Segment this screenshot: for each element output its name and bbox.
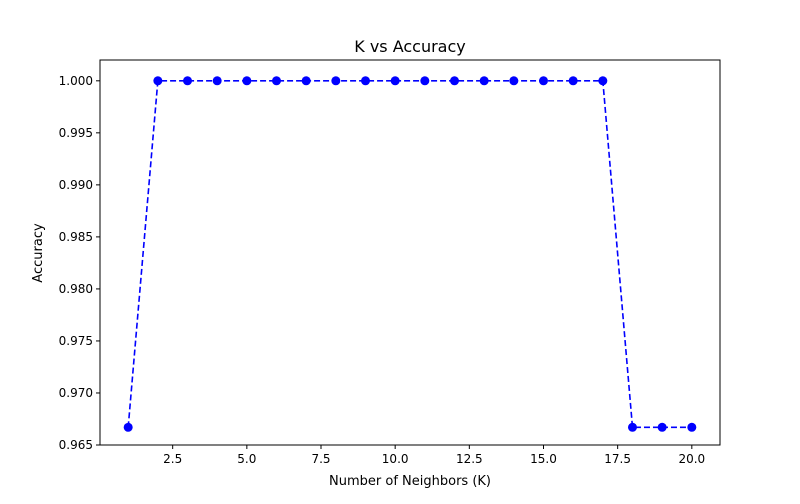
data-point bbox=[390, 76, 400, 86]
chart-title: K vs Accuracy bbox=[354, 37, 466, 56]
series-line bbox=[127, 80, 692, 429]
data-point bbox=[212, 76, 222, 86]
data-point bbox=[627, 422, 637, 432]
y-tick-label: 1.000 bbox=[59, 74, 93, 88]
plot-frame bbox=[99, 59, 721, 446]
data-point bbox=[538, 76, 548, 86]
data-point bbox=[568, 76, 578, 86]
y-tick-label: 0.975 bbox=[59, 334, 93, 348]
data-point bbox=[479, 76, 489, 86]
y-tick-label: 0.970 bbox=[59, 386, 93, 400]
data-point bbox=[123, 422, 133, 432]
x-axis-label: Number of Neighbors (K) bbox=[329, 474, 491, 489]
data-point bbox=[598, 76, 608, 86]
data-point bbox=[242, 76, 252, 86]
data-point bbox=[509, 76, 519, 86]
data-point bbox=[301, 76, 311, 86]
x-tick-label: 12.5 bbox=[456, 452, 483, 466]
x-tick-label: 10.0 bbox=[382, 452, 409, 466]
data-point bbox=[657, 422, 667, 432]
data-point bbox=[420, 76, 430, 86]
y-tick-label: 0.985 bbox=[59, 230, 93, 244]
x-tick-label: 20.0 bbox=[678, 452, 705, 466]
y-tick-label: 0.980 bbox=[59, 282, 93, 296]
data-point bbox=[361, 76, 371, 86]
x-tick-label: 2.5 bbox=[163, 452, 182, 466]
data-point bbox=[272, 76, 282, 86]
data-point bbox=[331, 76, 341, 86]
x-tick-label: 7.5 bbox=[311, 452, 330, 466]
x-tick-label: 17.5 bbox=[604, 452, 631, 466]
data-point bbox=[449, 76, 459, 86]
y-tick-label: 0.965 bbox=[59, 438, 93, 452]
y-axis-label: Accuracy bbox=[31, 223, 46, 283]
plot-area: 2.5 5.0 7.5 10.0 12.5 15.0 17.5 20.0 0.965 0.970 0… bbox=[59, 59, 721, 466]
y-tick-label: 0.990 bbox=[59, 178, 93, 192]
x-tick-label: 5.0 bbox=[237, 452, 256, 466]
data-point bbox=[687, 422, 697, 432]
data-point bbox=[183, 76, 193, 86]
y-tick-label: 0.995 bbox=[59, 126, 93, 140]
data-point bbox=[153, 76, 163, 86]
x-tick-label: 15.0 bbox=[530, 452, 557, 466]
